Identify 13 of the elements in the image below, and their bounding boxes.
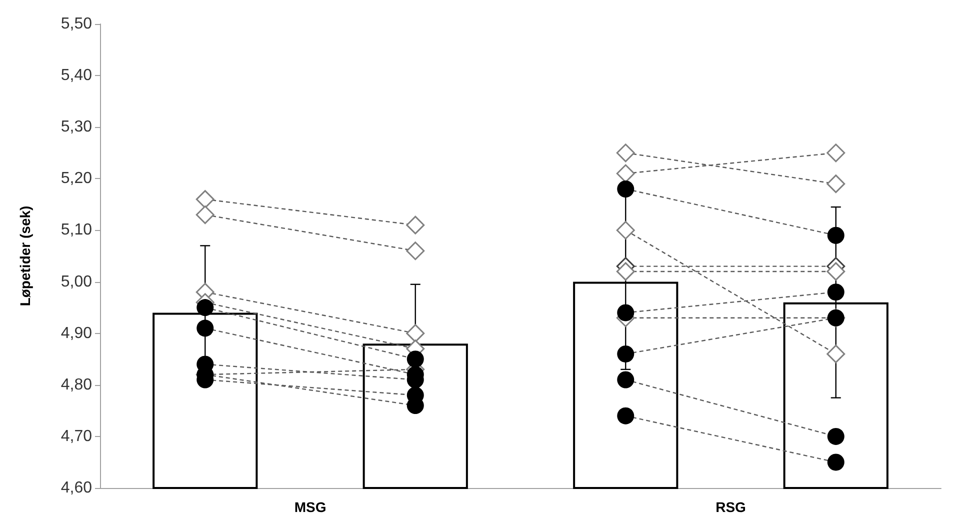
y-axis-title: Løpetider (sek) bbox=[17, 206, 33, 306]
y-tick-label: 4,70 bbox=[60, 428, 92, 445]
y-tick-label: 5,40 bbox=[60, 67, 92, 84]
text: RSG bbox=[716, 499, 746, 515]
y-tick-label: 4,90 bbox=[60, 324, 92, 342]
y-tick-label: 4,60 bbox=[60, 480, 92, 496]
y-tick-label: 5,00 bbox=[60, 273, 92, 290]
y-tick-label: 5,10 bbox=[60, 222, 92, 239]
y-tick-label: 5,50 bbox=[60, 16, 92, 32]
text: MSG bbox=[294, 499, 326, 515]
y-tick-label: 4,80 bbox=[60, 376, 92, 394]
y-tick-label: 5,30 bbox=[60, 118, 92, 136]
y-tick-label: 5,20 bbox=[60, 170, 92, 188]
